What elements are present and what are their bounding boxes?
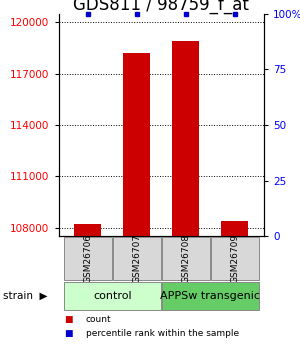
Bar (64, 237, 112, 280)
Text: strain  ▶: strain ▶ (3, 291, 47, 301)
Text: ■: ■ (64, 329, 73, 338)
Bar (123, 53, 150, 345)
Text: APPSw transgenic: APPSw transgenic (160, 291, 260, 301)
Bar (221, 221, 248, 345)
Title: GDS811 / 98759_f_at: GDS811 / 98759_f_at (73, 0, 249, 14)
Text: count: count (85, 315, 111, 324)
Bar (211, 237, 259, 280)
Text: control: control (93, 291, 132, 301)
Text: GSM26708: GSM26708 (181, 234, 190, 283)
Bar (162, 282, 259, 310)
Bar (162, 237, 210, 280)
Text: GSM26706: GSM26706 (83, 234, 92, 283)
Bar (172, 41, 199, 345)
Bar (74, 224, 101, 345)
Text: ■: ■ (64, 315, 73, 324)
Bar (64, 282, 161, 310)
Bar (113, 237, 161, 280)
Text: GSM26709: GSM26709 (230, 234, 239, 283)
Text: GSM26707: GSM26707 (132, 234, 141, 283)
Text: percentile rank within the sample: percentile rank within the sample (85, 329, 238, 338)
